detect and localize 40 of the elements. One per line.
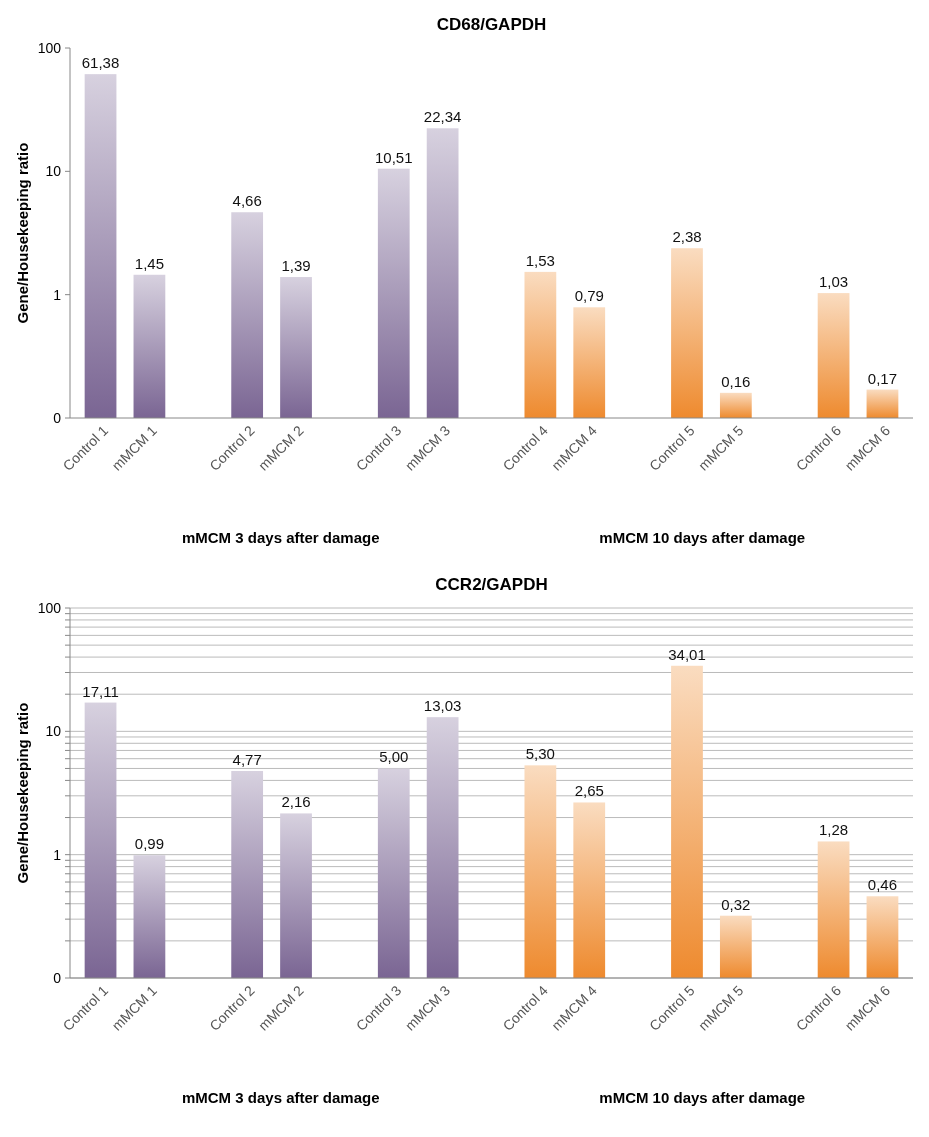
y-axis-title: Gene/Housekeeping ratio <box>14 702 31 884</box>
data-label: 2,38 <box>672 228 702 246</box>
data-label: 4,66 <box>232 192 262 210</box>
text: mMCM 10 days after damage <box>599 1089 806 1106</box>
data-label: 0,17 <box>867 369 898 387</box>
data-label: 17,11 <box>82 682 119 700</box>
chart-title: CCR2/GAPDH <box>435 575 548 594</box>
data-label: 22,34 <box>423 108 462 126</box>
data-label: 2,16 <box>281 793 311 811</box>
data-label: 5,30 <box>525 745 555 763</box>
data-label: 0,46 <box>867 876 898 894</box>
data-label: 34,01 <box>668 645 706 663</box>
data-label: 10,51 <box>374 148 413 166</box>
y-tick-label: 10 <box>45 163 62 180</box>
y-tick-label: 10 <box>45 723 62 740</box>
data-label: 61,38 <box>81 54 120 72</box>
data-label: 4,77 <box>232 750 262 768</box>
data-label: 0,79 <box>574 287 604 305</box>
data-label: 0,16 <box>721 372 751 390</box>
y-tick-label: 0 <box>53 409 62 426</box>
data-label: 0,99 <box>134 835 165 853</box>
data-label: 2,65 <box>574 782 604 800</box>
y-tick-label: 1 <box>53 286 62 303</box>
data-label: 0,32 <box>721 895 751 913</box>
data-label: 1,28 <box>818 821 849 839</box>
y-axis-title: Gene/Housekeeping ratio <box>14 142 31 324</box>
text: mMCM 10 days after damage <box>599 529 806 546</box>
data-label: 1,45 <box>134 254 165 272</box>
data-label: 1,03 <box>818 273 849 291</box>
text: mMCM 3 days after damage <box>181 529 380 546</box>
y-tick-label: 100 <box>37 39 62 56</box>
data-label: 1,39 <box>281 257 311 275</box>
y-tick-label: 1 <box>53 846 62 863</box>
data-label: 5,00 <box>379 748 409 766</box>
data-label: 13,03 <box>423 697 462 715</box>
y-tick-label: 0 <box>53 969 62 986</box>
data-label: 1,53 <box>525 251 555 269</box>
chart-title: CD68/GAPDH <box>436 15 547 34</box>
text: mMCM 3 days after damage <box>181 1089 380 1106</box>
y-tick-label: 100 <box>37 599 62 616</box>
